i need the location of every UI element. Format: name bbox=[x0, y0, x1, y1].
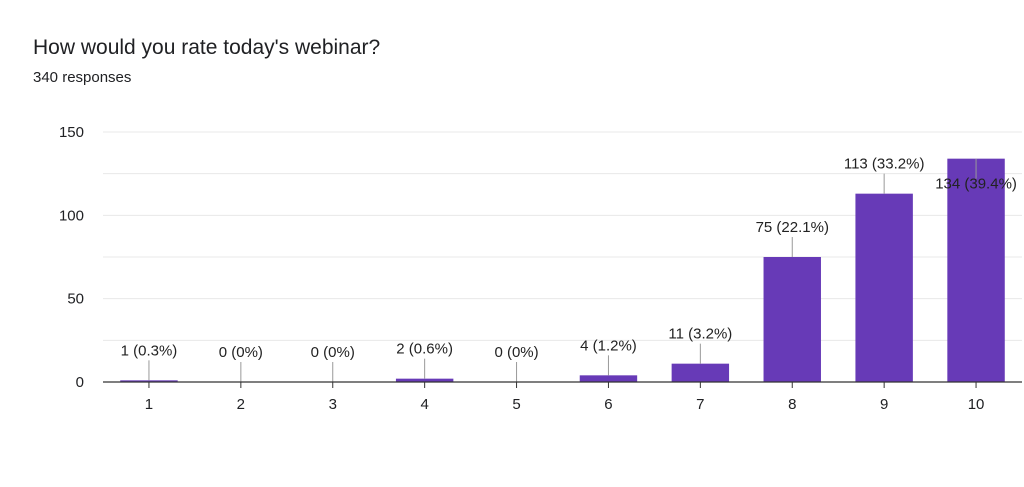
x-tick-label: 2 bbox=[237, 396, 245, 413]
data-label: 0 (0%) bbox=[494, 344, 538, 361]
bar bbox=[120, 380, 178, 382]
y-tick-label: 50 bbox=[67, 291, 84, 308]
data-label: 2 (0.6%) bbox=[396, 341, 453, 358]
y-tick-label: 150 bbox=[59, 124, 84, 141]
bar bbox=[579, 375, 638, 382]
x-tick-label: 4 bbox=[420, 396, 428, 413]
data-label: 4 (1.2%) bbox=[580, 337, 637, 354]
response-count: 340 responses bbox=[33, 69, 132, 86]
data-label: 113 (33.2%) bbox=[844, 156, 925, 173]
data-label: 1 (0.3%) bbox=[121, 342, 178, 359]
data-label: 11 (3.2%) bbox=[668, 326, 732, 343]
x-tick-label: 6 bbox=[604, 396, 612, 413]
data-label: 0 (0%) bbox=[311, 344, 355, 361]
x-tick-label: 1 bbox=[145, 396, 153, 413]
x-tick-label: 7 bbox=[696, 396, 704, 413]
bar bbox=[855, 193, 913, 382]
x-tick-label: 8 bbox=[788, 396, 796, 413]
x-tick-label: 5 bbox=[512, 396, 520, 413]
y-tick-label: 100 bbox=[59, 207, 84, 224]
data-label: 134 (39.4%) bbox=[935, 176, 1017, 193]
data-label: 0 (0%) bbox=[219, 344, 263, 361]
y-tick-label: 0 bbox=[76, 374, 84, 391]
bar bbox=[671, 363, 730, 382]
data-label: 75 (22.1%) bbox=[756, 219, 829, 236]
x-tick-label: 3 bbox=[329, 396, 337, 413]
bar bbox=[395, 378, 454, 382]
x-tick-label: 10 bbox=[968, 396, 985, 413]
chart-title: How would you rate today's webinar? bbox=[33, 36, 381, 59]
x-tick-label: 9 bbox=[880, 396, 888, 413]
bar bbox=[947, 158, 1005, 382]
bar bbox=[763, 257, 821, 382]
